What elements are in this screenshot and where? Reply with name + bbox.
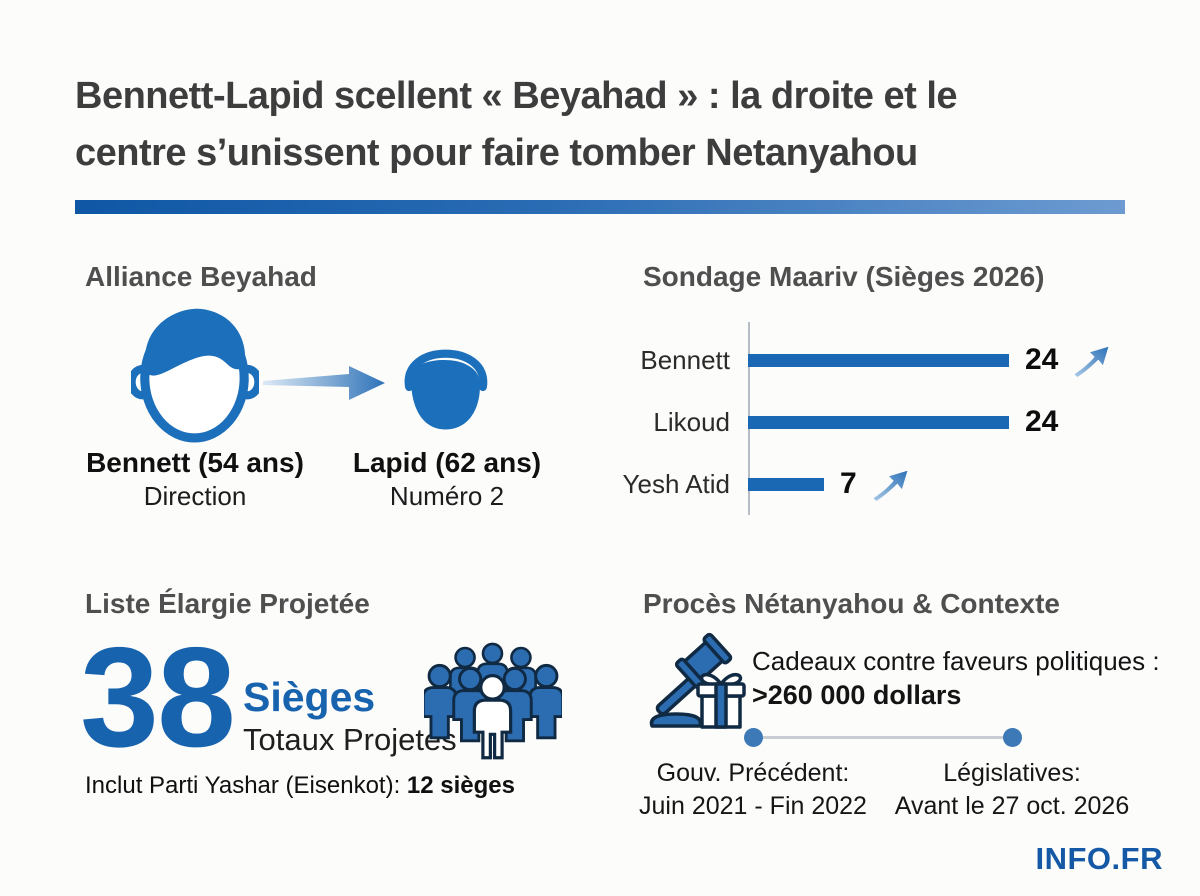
timeline-right-value: Avant le 27 oct. 2026 — [894, 792, 1130, 820]
timeline-dot-right — [1003, 728, 1022, 747]
list-note: Inclut Parti Yashar (Eisenkot): 12 siège… — [85, 772, 515, 800]
chart-value: 24 — [1025, 405, 1059, 438]
timeline-label-left: Gouv. Précédent: Juin 2021 - Fin 2022 — [623, 757, 883, 823]
alliance-heading: Alliance Beyahad — [85, 261, 317, 292]
projected-seats-number: 38 — [80, 618, 236, 777]
chart-value: 7 — [840, 467, 857, 500]
poll-bar-chart: Bennett 24 Likoud 24 Yesh Atid — [589, 329, 1159, 515]
chart-category-label: Likoud — [653, 406, 730, 437]
projected-seats-label: Sièges — [243, 674, 376, 720]
chart-bar — [748, 415, 1009, 429]
member-bennett-name: Bennett (54 ans) — [86, 447, 304, 478]
gavel-and-gift-icon — [649, 632, 746, 729]
timeline-right-title: Législatives: — [943, 759, 1081, 787]
trial-line-2: >260 000 dollars — [752, 680, 962, 710]
timeline-left-title: Gouv. Précédent: — [656, 759, 850, 787]
poll-heading: Sondage Maariv (Sièges 2026) — [643, 261, 1045, 292]
projected-seats-sublabel: Totaux Projetés — [243, 722, 457, 757]
chart-row: Bennett 24 — [589, 329, 1159, 391]
timeline-line — [753, 736, 1012, 739]
list-note-text: Inclut Parti Yashar (Eisenkot): — [85, 772, 407, 799]
brand-logo: INFO.FR — [1035, 841, 1163, 876]
chart-bar — [748, 477, 824, 491]
man-face-icon — [131, 308, 259, 443]
page-title: Bennett-Lapid scellent « Beyahad » : la … — [75, 68, 1150, 182]
trial-text: Cadeaux contre faveurs politiques : >260… — [752, 644, 1160, 712]
trial-heading: Procès Nétanyahou & Contexte — [643, 588, 1060, 619]
trial-line-1: Cadeaux contre faveurs politiques : — [752, 646, 1160, 676]
member-lapid: Lapid (62 ans) Numéro 2 — [322, 447, 572, 513]
arrow-right-icon — [263, 366, 385, 400]
list-heading: Liste Élargie Projetée — [85, 588, 370, 619]
chart-category-label: Bennett — [640, 344, 730, 375]
chart-row: Likoud 24 — [589, 391, 1159, 453]
timeline-dot-left — [744, 728, 763, 747]
chart-category-label: Yesh Atid — [622, 468, 730, 499]
member-lapid-role: Numéro 2 — [389, 481, 505, 511]
page-title-line-2: centre s’unissent pour faire tomber Neta… — [75, 132, 918, 174]
member-bennett: Bennett (54 ans) Direction — [70, 447, 320, 513]
trend-up-arrow-icon — [873, 470, 908, 501]
member-bennett-role: Direction — [143, 481, 247, 511]
chart-bar — [748, 353, 1009, 367]
chart-row: Yesh Atid 7 — [589, 453, 1159, 515]
people-group-icon — [424, 642, 562, 760]
list-note-bold: 12 sièges — [406, 772, 516, 799]
chart-value: 24 — [1025, 343, 1059, 376]
trend-up-arrow-icon — [1074, 346, 1109, 377]
page-title-line-1: Bennett-Lapid scellent « Beyahad » : la … — [75, 75, 958, 117]
timeline-left-value: Juin 2021 - Fin 2022 — [639, 792, 867, 820]
older-man-face-icon — [404, 349, 488, 430]
divider-gradient-bar — [75, 200, 1125, 214]
timeline-label-right: Législatives: Avant le 27 oct. 2026 — [882, 757, 1142, 823]
member-lapid-name: Lapid (62 ans) — [352, 447, 542, 478]
